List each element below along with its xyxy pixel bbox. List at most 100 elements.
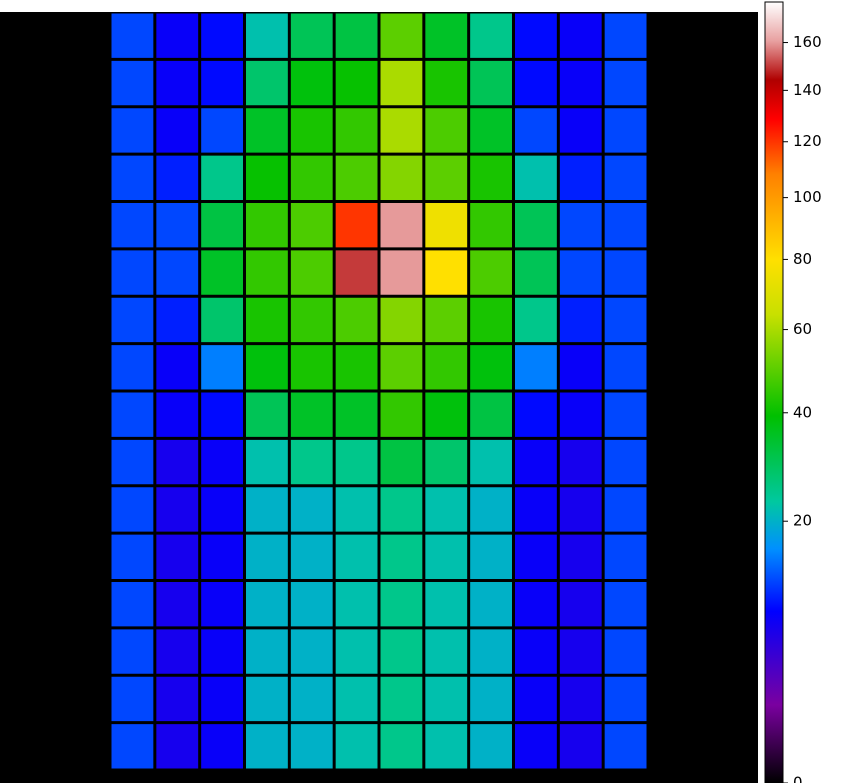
heatmap-cell xyxy=(335,392,378,437)
heatmap-cell xyxy=(156,250,199,295)
heatmap-cell xyxy=(156,582,199,627)
heatmap-cell xyxy=(559,297,602,343)
heatmap-cell xyxy=(201,250,243,295)
heatmap-cell xyxy=(380,676,423,722)
heatmap-cell xyxy=(559,60,602,106)
heatmap-cell xyxy=(156,487,199,532)
heatmap-cell xyxy=(111,345,154,390)
heatmap-cell xyxy=(246,250,288,295)
heatmap-cell xyxy=(290,724,333,769)
heatmap-cell xyxy=(425,676,468,722)
heatmap-cell xyxy=(201,676,243,722)
heatmap-cell xyxy=(380,487,423,532)
heatmap-cell xyxy=(201,534,243,579)
heatmap-cell xyxy=(515,345,557,390)
heatmap-cell xyxy=(470,203,512,248)
heatmap-cell xyxy=(425,345,468,390)
heatmap-cell xyxy=(111,534,154,579)
heatmap-cell xyxy=(156,13,199,58)
heatmap-cell xyxy=(425,487,468,532)
heatmap-cell xyxy=(425,60,468,106)
heatmap-cell xyxy=(201,155,243,200)
colorbar-tick-label: 20 xyxy=(793,512,812,530)
heatmap-cell xyxy=(335,297,378,343)
heatmap-cell xyxy=(559,13,602,58)
heatmap-cell xyxy=(425,250,468,295)
heatmap-cell xyxy=(470,345,512,390)
heatmap-cell xyxy=(201,345,243,390)
heatmap-cell xyxy=(335,155,378,200)
heatmap-cell xyxy=(515,629,557,674)
heatmap-cell xyxy=(246,439,288,485)
heatmap-cell xyxy=(111,629,154,674)
heatmap-cell xyxy=(290,13,333,58)
heatmap-cell xyxy=(604,676,647,722)
heatmap-cell xyxy=(515,108,557,153)
heatmap-cell xyxy=(559,392,602,437)
heatmap-cell xyxy=(335,250,378,295)
heatmap-cell xyxy=(604,345,647,390)
heatmap-cell xyxy=(246,487,288,532)
heatmap-cell xyxy=(604,582,647,627)
colorbar-tick-label: 160 xyxy=(793,33,822,51)
heatmap-cell xyxy=(380,439,423,485)
colorbar-tick-label: 80 xyxy=(793,250,812,268)
heatmap-cell xyxy=(335,108,378,153)
heatmap-cell xyxy=(470,439,512,485)
heatmap-cell xyxy=(380,297,423,343)
heatmap-cell xyxy=(425,13,468,58)
heatmap-cell xyxy=(290,534,333,579)
colorbar-tick-label: 0 xyxy=(793,774,803,783)
heatmap-cell xyxy=(425,629,468,674)
heatmap-cell xyxy=(111,13,154,58)
heatmap-cell xyxy=(156,629,199,674)
heatmap-cell xyxy=(111,155,154,200)
heatmap-cell xyxy=(156,297,199,343)
heatmap-cell xyxy=(201,439,243,485)
heatmap-cell xyxy=(380,724,423,769)
heatmap-cell xyxy=(246,676,288,722)
heatmap-cell xyxy=(515,724,557,769)
heatmap-cell xyxy=(470,487,512,532)
heatmap-cell xyxy=(559,534,602,579)
heatmap-cell xyxy=(246,629,288,674)
heatmap-cell xyxy=(290,582,333,627)
heatmap-cell xyxy=(559,108,602,153)
heatmap-cell xyxy=(470,534,512,579)
heatmap-cell xyxy=(380,60,423,106)
heatmap-cell xyxy=(559,155,602,200)
colorbar-tick-label: 40 xyxy=(793,403,812,421)
heatmap-cell xyxy=(335,582,378,627)
heatmap-cell xyxy=(559,250,602,295)
heatmap-cell xyxy=(470,676,512,722)
heatmap-cell xyxy=(246,108,288,153)
heatmap-cell xyxy=(201,724,243,769)
heatmap-cell xyxy=(380,203,423,248)
heatmap-cell xyxy=(290,297,333,343)
heatmap-cell xyxy=(201,60,243,106)
heatmap-cell xyxy=(380,534,423,579)
heatmap-cell xyxy=(604,534,647,579)
heatmap-cell xyxy=(335,439,378,485)
heatmap-cell xyxy=(470,629,512,674)
heatmap-cell xyxy=(559,203,602,248)
heatmap-cell xyxy=(515,487,557,532)
heatmap-cell xyxy=(156,392,199,437)
heatmap-cell xyxy=(156,203,199,248)
heatmap-cell xyxy=(604,203,647,248)
heatmap-cell xyxy=(156,439,199,485)
heatmap-cell xyxy=(604,13,647,58)
heatmap-cell xyxy=(111,297,154,343)
heatmap-cell xyxy=(559,487,602,532)
colorbar-tick-label: 60 xyxy=(793,320,812,338)
heatmap-cell xyxy=(290,250,333,295)
heatmap-cell xyxy=(470,13,512,58)
heatmap-cell xyxy=(156,534,199,579)
heatmap-cell xyxy=(335,60,378,106)
heatmap-cell xyxy=(604,297,647,343)
heatmap-cell xyxy=(559,629,602,674)
heatmap-cell xyxy=(201,629,243,674)
heatmap-cell xyxy=(470,60,512,106)
heatmap-cell xyxy=(470,250,512,295)
heatmap-cell xyxy=(335,487,378,532)
